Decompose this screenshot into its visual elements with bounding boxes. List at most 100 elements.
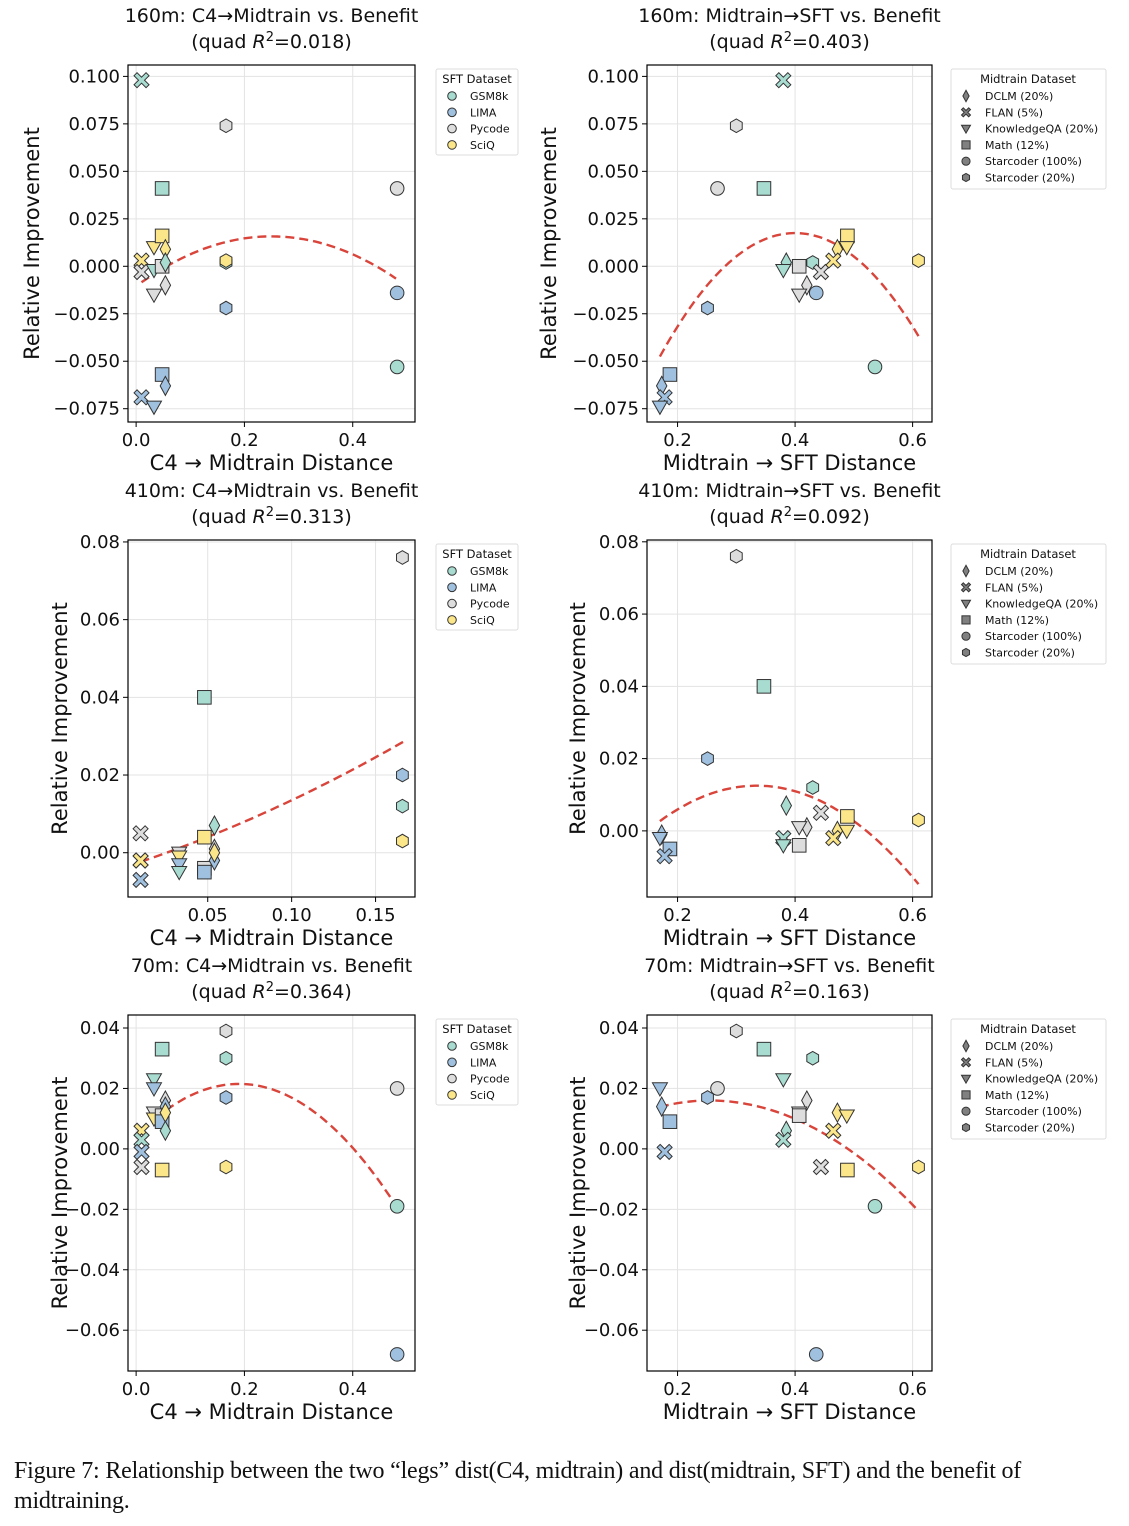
data-point-sciq-hexagon xyxy=(912,1159,925,1175)
data-point-gsm8k-square xyxy=(197,690,212,705)
panel-subtitle: (quad R2=0.313) xyxy=(191,505,351,528)
data-point-sciq-hexagon xyxy=(219,1159,233,1175)
data-point-pycode-x xyxy=(812,263,830,281)
data-point-gsm8k-diamond xyxy=(780,795,793,817)
y-tick-label: 0.000 xyxy=(587,256,639,277)
data-point-gsm8k-x xyxy=(775,71,792,89)
x-tick-label: 0.6 xyxy=(898,1379,927,1400)
r2-value: =0.163) xyxy=(792,981,870,1003)
legend-label: Math (12%) xyxy=(985,614,1049,627)
data-point-gsm8k-circle xyxy=(389,359,405,375)
x-tick-label: 0.2 xyxy=(663,905,692,926)
legend-marker-sciq xyxy=(447,1090,457,1100)
data-point-sciq-square xyxy=(840,809,855,824)
data-point-sciq-square xyxy=(840,228,855,244)
x-tick-label: 0.10 xyxy=(272,905,312,926)
x-tick-label: 0.4 xyxy=(338,1379,367,1400)
data-point-gsm8k-x xyxy=(775,1131,792,1149)
y-tick-label: 0.02 xyxy=(80,1078,120,1099)
legend-midtrain: Midtrain Dataset DCLM (20%) FLAN (5%) Knowl… xyxy=(950,1018,1107,1140)
y-tick-label: 0.050 xyxy=(587,161,639,182)
subtitle-prefix: (quad xyxy=(709,506,770,528)
data-point-gsm8k-diamond xyxy=(208,814,221,837)
legend-marker-circle xyxy=(961,156,971,166)
y-axis-label: Relative Improvement xyxy=(20,127,44,360)
legend-marker-square xyxy=(961,140,971,150)
axes-frame xyxy=(646,64,933,423)
y-tick-label: 0.04 xyxy=(80,1018,120,1039)
data-point-gsm8k-triangle-down xyxy=(774,1073,792,1088)
y-tick-label: 0.02 xyxy=(80,765,120,786)
legend-label: LIMA xyxy=(470,106,497,119)
r2-value: =0.018) xyxy=(274,31,352,53)
panel-title: 160m: C4→Midtrain vs. Benefit xyxy=(125,5,419,27)
y-tick-label: 0.00 xyxy=(80,1139,120,1160)
r2-superscript: 2 xyxy=(266,30,274,45)
data-point-sciq-square xyxy=(154,1162,170,1178)
x-axis-label: Midtrain → SFT Distance xyxy=(663,926,916,950)
data-point-gsm8k-circle xyxy=(867,1198,883,1214)
data-point-pycode-circle xyxy=(389,1081,405,1096)
data-point-sciq-x xyxy=(132,852,149,869)
data-point-gsm8k-triangle-down xyxy=(145,1073,163,1088)
data-point-sciq-square xyxy=(197,829,212,845)
y-tick-label: −0.075 xyxy=(53,399,120,420)
data-point-lima-triangle-down xyxy=(145,400,163,416)
panel-subtitle: (quad R2=0.403) xyxy=(709,30,869,53)
chart-panel-2: 160m: Midtrain→SFT vs. Benefit (quad R2=0… xyxy=(537,5,1107,475)
data-point-sciq-triangle-down xyxy=(145,241,163,256)
legend-marker-x xyxy=(960,1057,972,1068)
subtitle-prefix: (quad xyxy=(191,506,252,528)
x-tick-label: 0.4 xyxy=(781,430,810,451)
x-axis-label: Midtrain → SFT Distance xyxy=(663,1400,916,1424)
data-point-lima-triangle-down xyxy=(651,1082,669,1097)
axes-frame xyxy=(127,1014,416,1372)
r2-value: =0.403) xyxy=(792,31,870,53)
data-point-pycode-triangle-down xyxy=(790,821,808,836)
data-point-pycode-square xyxy=(791,838,807,853)
legend-marker-diamond xyxy=(962,89,970,103)
legend-marker-square xyxy=(961,1090,971,1100)
chart-panel-5: 70m: C4→Midtrain vs. Benefit (quad R2=0.3… xyxy=(48,955,519,1424)
y-tick-label: 0.100 xyxy=(587,66,639,87)
data-point-lima-square xyxy=(662,1114,678,1129)
legend-marker-lima xyxy=(447,1057,457,1068)
chart-panel-6: 70m: Midtrain→SFT vs. Benefit (quad R2=0.… xyxy=(566,955,1107,1424)
x-tick-label: 0.2 xyxy=(230,430,259,451)
panel-title: 410m: Midtrain→SFT vs. Benefit xyxy=(638,480,941,502)
data-point-lima-x xyxy=(656,847,673,865)
data-point-lima-triangle-down xyxy=(651,831,669,847)
y-tick-label: 0.06 xyxy=(80,610,120,631)
data-point-sciq-diamond xyxy=(208,842,221,864)
legend-midtrain: Midtrain Dataset DCLM (20%) FLAN (5%) Knowl… xyxy=(950,543,1107,665)
x-tick-label: 0.05 xyxy=(188,905,228,926)
data-point-pycode-hexagon xyxy=(729,1023,743,1039)
data-point-pycode-x xyxy=(812,1158,830,1176)
data-point-gsm8k-square xyxy=(756,1041,772,1057)
data-point-sciq-square xyxy=(840,1162,855,1178)
y-axis-label: Relative Improvement xyxy=(537,127,561,360)
quadratic-fit-curve xyxy=(659,1099,920,1212)
data-point-gsm8k-triangle-down xyxy=(170,866,188,881)
r2-superscript: 2 xyxy=(784,30,792,45)
legend-title: Midtrain Dataset xyxy=(980,547,1076,561)
y-tick-label: −0.06 xyxy=(584,1320,639,1341)
data-point-sciq-triangle-down xyxy=(170,850,188,866)
axes-frame xyxy=(127,539,416,898)
x-tick-label: 0.0 xyxy=(122,430,151,451)
legend-label: FLAN (5%) xyxy=(985,106,1043,119)
r2-superscript: 2 xyxy=(266,505,274,520)
x-tick-label: 0.2 xyxy=(230,1379,259,1400)
data-point-pycode-x xyxy=(132,825,149,842)
data-point-lima-hexagon xyxy=(219,300,233,316)
x-axis-label: C4 → Midtrain Distance xyxy=(150,451,394,475)
x-tick-label: 0.4 xyxy=(338,430,367,451)
data-point-pycode-diamond xyxy=(801,1089,813,1112)
data-point-lima-triangle-down xyxy=(651,400,669,416)
data-point-pycode-diamond xyxy=(801,274,813,296)
data-point-pycode-triangle-down xyxy=(790,288,808,304)
legend-marker-diamond xyxy=(962,564,970,578)
y-tick-label: −0.06 xyxy=(65,1320,120,1341)
legend-label: Starcoder (100%) xyxy=(985,155,1082,168)
legend-label: Starcoder (100%) xyxy=(985,630,1082,643)
